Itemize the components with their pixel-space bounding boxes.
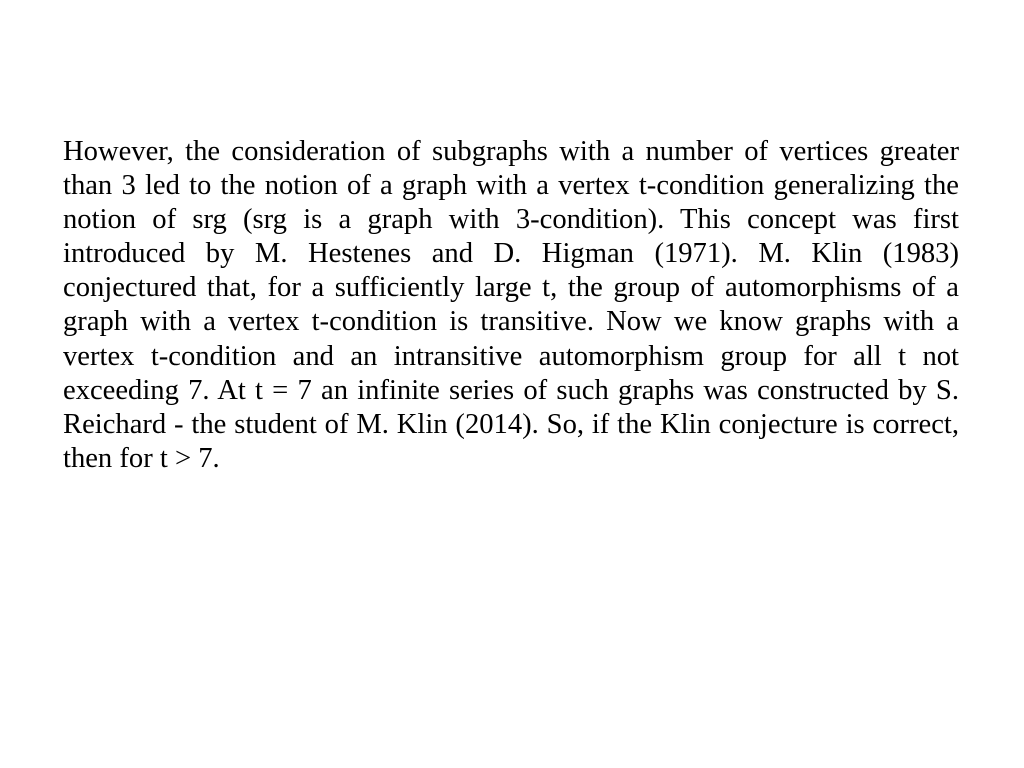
document-page: However, the consideration of subgraphs …: [0, 0, 1024, 768]
body-paragraph: However, the consideration of subgraphs …: [63, 135, 959, 477]
